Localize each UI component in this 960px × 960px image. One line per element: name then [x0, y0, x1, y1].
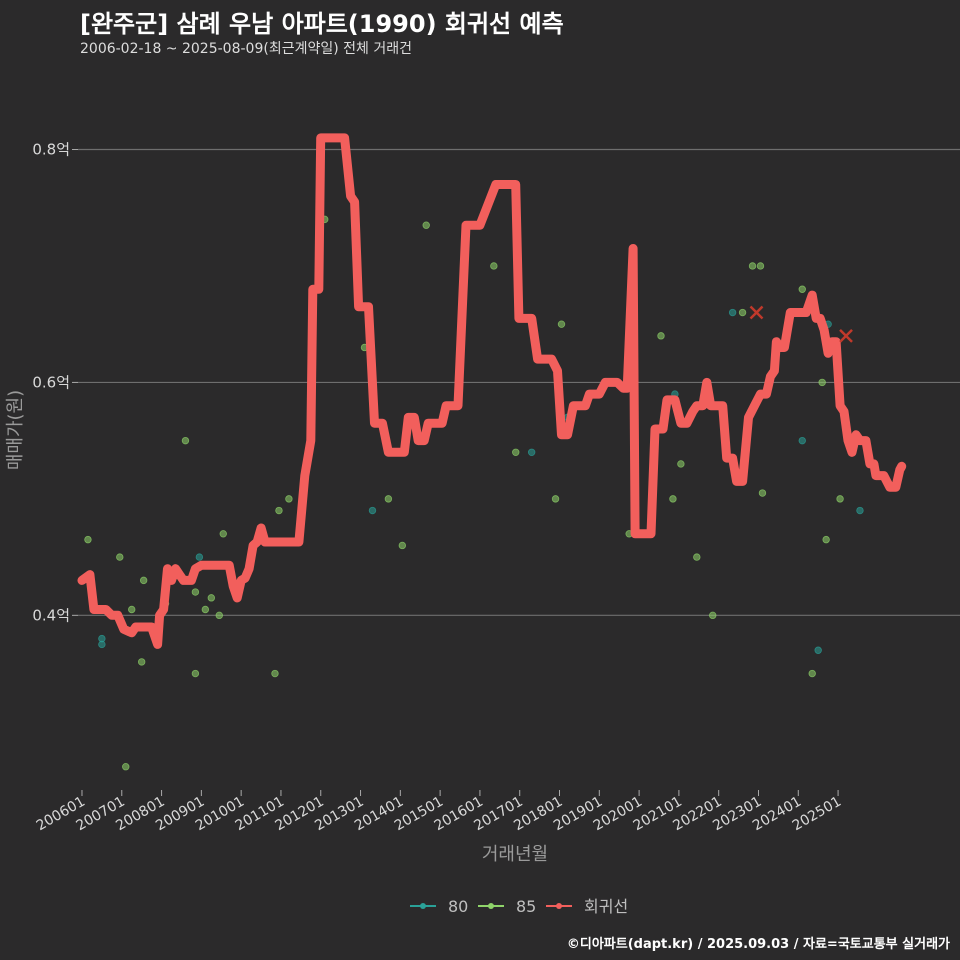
chart-subtitle: 2006-02-18 ~ 2025-08-09(최근계약일) 전체 거래건 [80, 41, 412, 57]
outlier-stroke [839, 328, 853, 343]
regression-layer [77, 133, 907, 649]
data-point-85 [219, 530, 227, 538]
legend-item-85: 85 [478, 897, 536, 916]
data-point-85 [490, 262, 498, 270]
data-point-85 [116, 553, 124, 561]
axis-layer: 0.4억0.6억0.8억2006012007012008012009012010… [32, 141, 844, 835]
y-axis-title: 매매가(원) [5, 390, 26, 470]
data-point-85 [285, 495, 293, 503]
chart-title: [완주군] 삼례 우남 아파트(1990) 회귀선 예측 [80, 10, 564, 38]
data-point-85 [677, 460, 685, 468]
y-tick-label: 0.4억 [32, 606, 70, 624]
data-point-85 [137, 658, 146, 666]
data-point-85 [275, 506, 283, 515]
data-point-85 [557, 320, 566, 328]
legend-item-회귀선: 회귀선 [546, 897, 628, 916]
data-point-85 [657, 332, 665, 340]
data-point-85 [422, 221, 430, 229]
y-tick-label: 0.6억 [32, 373, 70, 391]
data-point-85 [756, 262, 765, 270]
data-point-85 [181, 436, 190, 445]
x-axis-title: 거래년월 [482, 844, 548, 865]
data-point-85 [201, 605, 210, 614]
data-point-85 [836, 495, 844, 503]
data-point-85 [551, 495, 560, 503]
outlier-stroke [749, 305, 764, 320]
data-point-85 [758, 489, 767, 497]
data-point-85 [693, 553, 701, 561]
legend-item-80: 80 [410, 897, 468, 916]
legend-label: 회귀선 [584, 897, 628, 916]
data-point-85 [139, 576, 148, 585]
grid-layer [78, 148, 960, 616]
legend-label: 85 [516, 897, 536, 916]
y-tick-label: 0.8억 [32, 141, 70, 159]
data-point-85 [822, 535, 830, 544]
data-point-85 [709, 611, 717, 620]
outlier-marker [839, 328, 853, 343]
data-point-85 [271, 669, 279, 678]
outlier-marker [749, 305, 764, 320]
data-point-85 [384, 495, 393, 503]
data-point-85 [215, 611, 223, 620]
data-point-85 [818, 378, 826, 387]
legend-swatch-dot [488, 903, 494, 909]
data-point-85 [798, 285, 806, 293]
data-point-80 [195, 553, 204, 561]
data-point-80 [368, 506, 377, 515]
legend-label: 80 [448, 897, 468, 916]
data-point-85 [808, 669, 816, 678]
points-layer [84, 215, 864, 771]
legend: 80 85 회귀선 [410, 897, 628, 916]
regression-line [77, 133, 907, 649]
data-point-85 [398, 541, 407, 550]
data-point-85 [191, 669, 200, 678]
data-point-85 [669, 495, 677, 503]
data-point-85 [748, 262, 757, 270]
data-point-80 [98, 640, 106, 649]
legend-swatch-dot [420, 903, 426, 909]
data-point-85 [122, 763, 130, 771]
data-point-85 [84, 535, 92, 544]
data-point-85 [512, 448, 520, 456]
data-point-85 [738, 308, 747, 317]
data-point-80 [527, 448, 536, 456]
source-caption: ©디아파트(dapt.kr) / 2025.09.03 / 자료=국토교통부 실… [566, 937, 950, 952]
data-point-85 [207, 594, 216, 602]
data-point-80 [856, 506, 864, 515]
legend-swatch-dot [556, 903, 562, 909]
data-point-80 [728, 308, 737, 317]
data-point-85 [191, 588, 200, 596]
data-point-85 [128, 605, 136, 614]
data-point-80 [814, 646, 822, 654]
outlier-layer [749, 305, 853, 343]
data-point-80 [798, 436, 806, 445]
